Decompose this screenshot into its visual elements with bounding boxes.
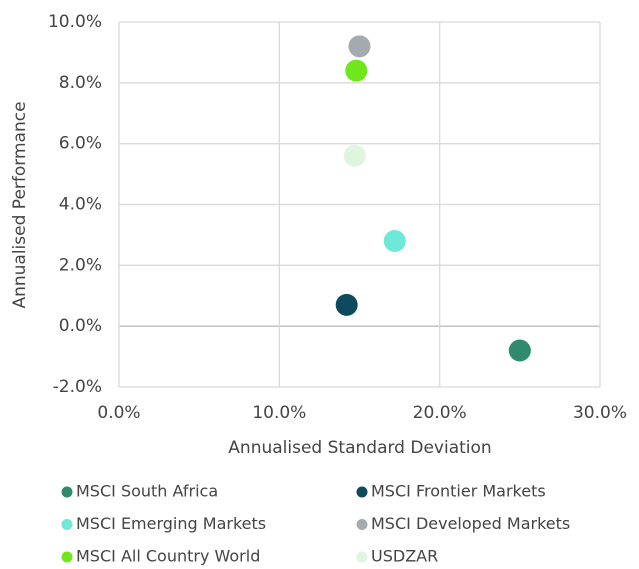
x-tick-label: 30.0% xyxy=(573,403,627,423)
data-point xyxy=(508,339,531,362)
data-point xyxy=(348,35,371,58)
legend-label: MSCI All Country World xyxy=(76,547,260,566)
legend-label: MSCI Emerging Markets xyxy=(76,514,266,533)
legend-marker xyxy=(61,486,73,498)
x-tick-label: 0.0% xyxy=(97,403,140,423)
y-tick-label: 2.0% xyxy=(59,255,102,275)
y-tick-label: 0.0% xyxy=(59,316,102,336)
x-tick-label: 20.0% xyxy=(413,403,467,423)
data-point xyxy=(345,59,368,82)
legend-marker xyxy=(61,519,73,530)
legend-label: MSCI Developed Markets xyxy=(371,514,570,533)
data-point xyxy=(383,230,406,252)
data-point xyxy=(343,144,366,167)
y-tick-label: 8.0% xyxy=(59,73,102,93)
x-tick-label: 10.0% xyxy=(252,403,306,423)
y-axis-label: Annualised Performance xyxy=(10,101,30,308)
y-tick-label: 6.0% xyxy=(59,134,102,154)
legend-marker xyxy=(356,519,368,530)
legend-marker xyxy=(356,551,368,563)
y-tick-label: 4.0% xyxy=(59,195,102,215)
y-tick-label: 10.0% xyxy=(48,12,102,32)
y-tick-label: -2.0% xyxy=(53,377,102,397)
legend-label: USDZAR xyxy=(371,547,438,566)
legend-marker xyxy=(356,486,368,498)
data-point xyxy=(335,293,358,316)
legend-label: MSCI South Africa xyxy=(76,482,218,501)
x-axis-label: Annualised Standard Deviation xyxy=(228,438,491,458)
legend-label: MSCI Frontier Markets xyxy=(371,482,546,501)
legend-marker xyxy=(61,551,73,563)
